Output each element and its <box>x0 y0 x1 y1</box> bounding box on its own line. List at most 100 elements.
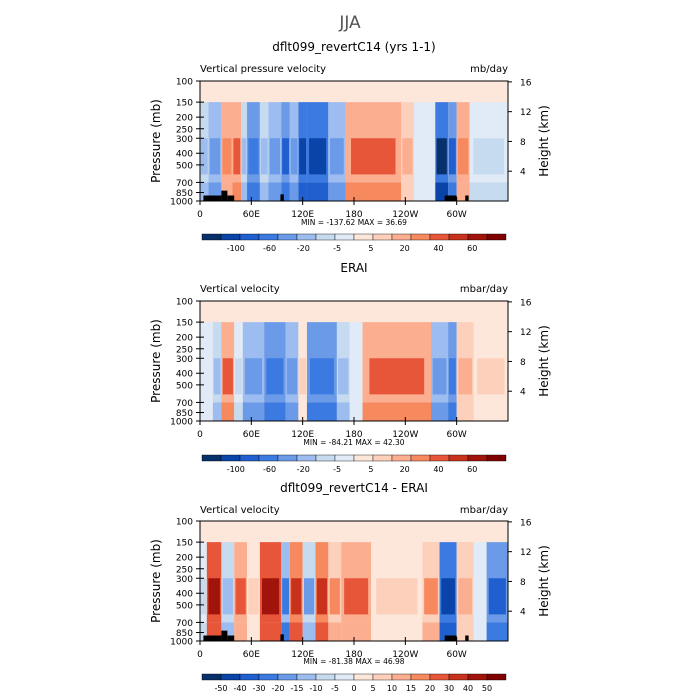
field-band-lower <box>259 622 282 641</box>
colorbar-label: -30 <box>252 684 265 693</box>
field-band-core <box>248 578 259 615</box>
colorbar-box <box>353 454 374 462</box>
field-band-lower <box>328 182 346 201</box>
colorbar-label: -60 <box>263 465 276 474</box>
field-band-core <box>436 138 447 175</box>
y-tick-label: 1000 <box>170 198 193 208</box>
colorbar-box <box>258 454 279 462</box>
field-band-lower <box>298 402 307 421</box>
field-band-core <box>235 358 242 395</box>
field-band-core <box>299 358 307 395</box>
field-band-core <box>208 578 220 615</box>
height-tick-label: 16 <box>520 518 532 528</box>
min-max-stats: MIN = -84.21 MAX = 42.30 <box>303 438 404 447</box>
colorbar-label: -5 <box>333 244 341 253</box>
y-axis-label: Pressure (mb) <box>149 319 163 403</box>
panel-title: dflt099_revertC14 (yrs 1-1) <box>272 40 436 54</box>
field-band-core <box>262 578 280 615</box>
colorbar-box <box>277 233 298 241</box>
field-band-lower <box>371 622 423 641</box>
colorbar-label: 20 <box>400 244 410 253</box>
y-axis-label: Pressure (mb) <box>149 539 163 623</box>
field-band-lower <box>285 402 299 421</box>
y-tick-label: 100 <box>176 518 193 528</box>
y-tick-label: 1000 <box>170 638 193 648</box>
field-band-core <box>351 358 362 395</box>
field-band-lower <box>345 182 402 201</box>
colorbar-box <box>429 673 450 681</box>
colorbar-label: 0 <box>351 684 356 693</box>
min-max-stats: MIN = -137.62 MAX = 36.69 <box>301 218 407 227</box>
panel-title: ERAI <box>340 261 367 275</box>
colorbar-box <box>391 673 412 681</box>
field-band-core <box>286 358 298 395</box>
topography-mask <box>465 195 469 201</box>
colorbar-box <box>201 233 222 241</box>
colorbar-box <box>315 233 336 241</box>
field-band-lower <box>264 402 286 421</box>
height-tick-label: 16 <box>520 298 532 308</box>
field-band-lower <box>232 182 242 201</box>
colorbar-box <box>467 454 488 462</box>
field-band-core <box>269 138 280 175</box>
topography-mask <box>280 634 284 641</box>
colorbar-box <box>391 233 412 241</box>
field-band-core <box>299 138 307 175</box>
field-band-lower <box>221 402 235 421</box>
colorbar-label: 50 <box>482 684 492 693</box>
field-band-lower <box>281 182 290 201</box>
topography-mask <box>221 630 228 641</box>
colorbar-box <box>410 233 431 241</box>
field-band-lower <box>200 182 209 201</box>
y-tick-label: 300 <box>176 135 193 145</box>
colorbar-box <box>429 454 450 462</box>
topography-mask <box>203 195 222 201</box>
colorbar-box <box>334 673 355 681</box>
x-tick-label: 120W <box>392 430 418 440</box>
y-tick-label: 100 <box>176 298 193 308</box>
field-band-core <box>369 358 425 395</box>
colorbar-box <box>429 233 450 241</box>
y-tick-label: 500 <box>176 161 193 171</box>
field-band-core <box>441 578 455 615</box>
field-band-core <box>329 578 340 615</box>
field-band-core <box>235 578 246 615</box>
colorbar-label: 15 <box>406 684 416 693</box>
field-band-lower <box>234 622 248 641</box>
colorbar-box <box>239 233 260 241</box>
colorbar-box <box>486 454 507 462</box>
panel-units-label: mbar/day <box>460 505 508 516</box>
colorbar-label: -20 <box>271 684 284 693</box>
x-tick-label: 180 <box>345 430 362 440</box>
colorbar-box <box>201 454 222 462</box>
field-band-core <box>309 138 327 175</box>
y-tick-label: 400 <box>176 590 193 600</box>
field-band-lower <box>234 402 243 421</box>
x-tick-label: 0 <box>197 650 203 660</box>
colorbar-box <box>220 454 241 462</box>
field-band-core <box>303 578 315 615</box>
x-tick-label: 0 <box>197 210 203 220</box>
colorbar-label: 20 <box>400 465 410 474</box>
y-tick-label: 400 <box>176 150 193 160</box>
field-band-core <box>473 138 505 175</box>
height-tick-label: 8 <box>520 578 526 588</box>
field-band-lower <box>349 402 363 421</box>
field-band-lower <box>247 182 260 201</box>
field-band-lower <box>401 182 414 201</box>
colorbar-box <box>391 454 412 462</box>
colorbar-box <box>410 673 431 681</box>
colorbar-box <box>201 673 222 681</box>
x-tick-label: 120E <box>291 650 314 660</box>
field-band-core <box>266 358 284 395</box>
colorbar-label: -100 <box>227 244 245 253</box>
height-tick-label: 16 <box>520 78 532 88</box>
field-band-lower <box>456 622 474 641</box>
field-band-core <box>201 358 212 395</box>
field-band-lower <box>341 622 372 641</box>
colorbar-box <box>220 233 241 241</box>
y-tick-label: 250 <box>176 125 193 135</box>
field-band-lower <box>242 402 265 421</box>
